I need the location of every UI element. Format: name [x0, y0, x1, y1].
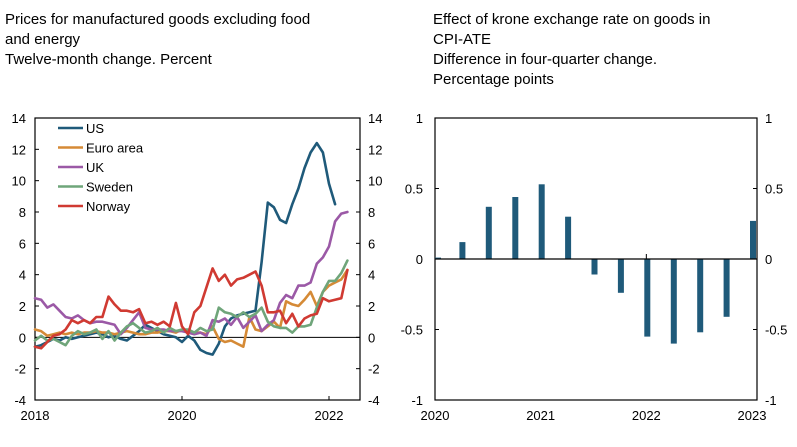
y-tick-label-left: -2 [14, 362, 26, 377]
legend-label-sweden: Sweden [86, 180, 133, 195]
bar-2022-q4 [723, 259, 730, 317]
y-tick-label-left: 12 [12, 142, 26, 157]
y-tick-label-left: 0 [416, 252, 423, 267]
y-tick-label-right: 8 [368, 205, 375, 220]
bar-chart-subtitle-line1: Difference in four-quarter change. [433, 51, 658, 68]
y-tick-label-right: 0.5 [765, 182, 783, 197]
y-tick-label-left: -4 [14, 393, 26, 408]
line-chart-frame [34, 117, 361, 401]
legend-label-norway: Norway [86, 199, 131, 214]
y-tick-label-left: 0 [19, 330, 26, 345]
bar-chart: -1 -1 -0.5 -0.5 0 0 0.5 0.5 1 1 2020 2021 2022 2023 [401, 111, 788, 423]
y-tick-label-right: 12 [368, 142, 382, 157]
y-tick-label-left: 1 [416, 111, 423, 126]
bar-chart-title-line1: Effect of krone exchange rate on goods i… [433, 11, 711, 28]
y-tick-label-left: 2 [19, 299, 26, 314]
x-tick-label: 2020 [168, 408, 197, 423]
x-tick-label: 2022 [632, 408, 661, 423]
bar-2021-q4 [617, 259, 624, 293]
y-tick-label-right: 0 [368, 330, 375, 345]
legend-label-uk: UK [86, 160, 104, 175]
y-tick-label-left: 4 [19, 268, 26, 283]
y-tick-label-left: 6 [19, 236, 26, 251]
x-tick-label: 2020 [421, 408, 450, 423]
y-tick-label-right: 0 [765, 252, 772, 267]
y-tick-label-left: 10 [12, 174, 26, 189]
y-tick-label-right: 6 [368, 236, 375, 251]
line-chart-subtitle: Twelve-month change. Percent [5, 51, 212, 68]
y-tick-label-right: 4 [368, 268, 375, 283]
bar-chart-title: Effect of krone exchange rate on goods i… [433, 10, 793, 90]
bar-2021-q2 [565, 216, 572, 259]
y-tick-label-right: -2 [368, 362, 380, 377]
bar-2021-q3 [591, 259, 598, 275]
x-tick-label: 2023 [738, 408, 767, 423]
bar-2023-q1 [750, 220, 756, 259]
bar-2022-q2 [670, 259, 677, 344]
line-chart-title-line1: Prices for manufactured goods excluding … [5, 11, 311, 28]
bar-2020-q2 [459, 242, 466, 259]
y-tick-label-right: -4 [368, 393, 380, 408]
x-tick-label: 2022 [315, 408, 344, 423]
x-tick-label: 2021 [526, 408, 555, 423]
y-tick-label-right: 1 [765, 111, 772, 126]
bar-2021-q1 [538, 184, 545, 259]
y-tick-label-right: 2 [368, 299, 375, 314]
bar-2022-q3 [697, 259, 704, 333]
series-line-norway [33, 267, 349, 350]
y-tick-label-left: 8 [19, 205, 26, 220]
y-tick-label-right: -0.5 [765, 323, 787, 338]
legend-label-us: US [86, 121, 104, 136]
line-chart-title-line2: and energy [5, 31, 81, 48]
y-tick-label-right: 14 [368, 111, 382, 126]
bar-chart-subtitle-line2: Percentage points [433, 71, 554, 88]
y-tick-label-left: 0.5 [405, 182, 423, 197]
y-tick-label-left: -0.5 [401, 323, 423, 338]
bar-2020-q1 [435, 257, 441, 260]
series-line-us [33, 141, 337, 356]
legend-label-euro-area: Euro area [86, 141, 144, 156]
line-chart-title: Prices for manufactured goods excluding … [5, 10, 395, 70]
series-line-uk [33, 210, 349, 338]
y-tick-label-left: 14 [12, 111, 26, 126]
bar-2020-q3 [485, 206, 492, 259]
y-tick-label-right: -1 [765, 393, 777, 408]
y-tick-label-left: -1 [411, 393, 423, 408]
x-tick-label: 2018 [21, 408, 50, 423]
series-line-sweden [33, 259, 349, 347]
line-chart: -4 -4 -2 -2 0 0 2 2 4 4 6 6 8 8 10 10 12 12 14 14 2018 2020 20… [12, 111, 383, 423]
bar-2020-q4 [512, 197, 519, 259]
bar-2022-q1 [644, 259, 651, 337]
bar-chart-title-line2: CPI-ATE [433, 31, 492, 48]
y-tick-label-right: 10 [368, 174, 382, 189]
